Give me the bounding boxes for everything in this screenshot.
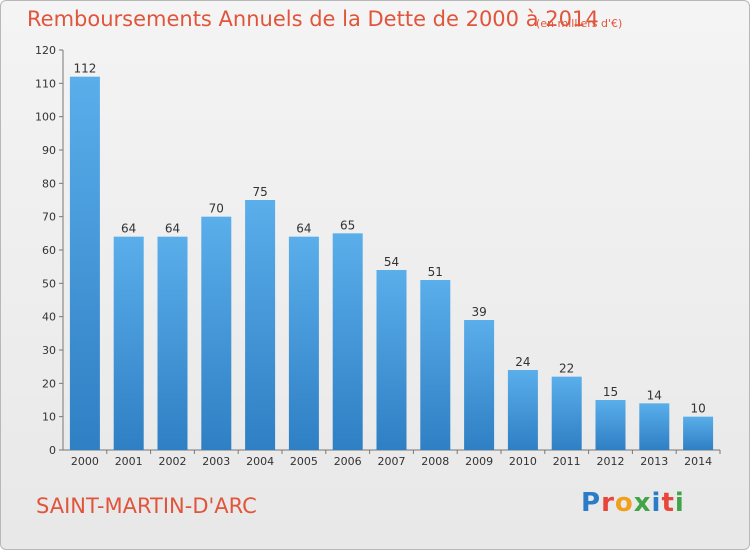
x-tick-label: 2014 xyxy=(684,455,712,468)
bar xyxy=(683,416,714,450)
x-tick-label: 2011 xyxy=(553,455,581,468)
x-tick-label: 2012 xyxy=(597,455,625,468)
bar xyxy=(551,376,582,450)
bar xyxy=(420,280,451,450)
x-tick-label: 2010 xyxy=(509,455,537,468)
y-tick-label: 70 xyxy=(42,211,56,224)
bar xyxy=(464,320,495,450)
bar xyxy=(595,400,626,450)
commune-name: SAINT-MARTIN-D'ARC xyxy=(36,494,257,518)
y-tick-label: 10 xyxy=(42,411,56,424)
bar xyxy=(639,403,670,450)
x-tick-label: 2005 xyxy=(290,455,318,468)
bar xyxy=(507,370,538,450)
bar xyxy=(157,236,188,450)
x-tick-label: 2008 xyxy=(421,455,449,468)
x-tick-label: 2000 xyxy=(71,455,99,468)
y-tick-label: 100 xyxy=(35,111,56,124)
x-tick-label: 2002 xyxy=(159,455,187,468)
chart-unit: (en milliers d'€) xyxy=(536,17,623,30)
bar-value-label: 51 xyxy=(428,265,443,279)
y-tick-label: 40 xyxy=(42,311,56,324)
x-tick-label: 2001 xyxy=(115,455,143,468)
y-tick-label: 20 xyxy=(42,377,56,390)
logo-letter: o xyxy=(614,488,634,518)
logo-letter: i xyxy=(651,488,662,518)
bar-value-label: 39 xyxy=(471,305,486,319)
bar-value-label: 22 xyxy=(559,362,574,376)
y-tick-label: 80 xyxy=(42,177,56,190)
bar-value-label: 112 xyxy=(73,62,96,76)
y-tick-label: 60 xyxy=(42,244,56,257)
bar xyxy=(332,233,363,450)
y-tick-label: 0 xyxy=(49,444,56,457)
bar-value-label: 24 xyxy=(515,355,530,369)
bar-value-label: 54 xyxy=(384,255,399,269)
proxiti-logo: Proxiti xyxy=(581,488,685,518)
bar xyxy=(113,236,144,450)
bar xyxy=(376,270,407,450)
bar-value-label: 65 xyxy=(340,218,355,232)
chart-title: Remboursements Annuels de la Dette de 20… xyxy=(27,7,599,31)
x-tick-label: 2013 xyxy=(640,455,668,468)
bar xyxy=(245,200,276,450)
y-tick-label: 30 xyxy=(42,344,56,357)
bar-value-label: 70 xyxy=(209,202,224,216)
x-tick-label: 2007 xyxy=(378,455,406,468)
logo-letter: i xyxy=(674,488,685,518)
y-tick-label: 120 xyxy=(35,44,56,57)
y-tick-label: 50 xyxy=(42,277,56,290)
x-tick-label: 2006 xyxy=(334,455,362,468)
logo-letter: t xyxy=(661,488,675,518)
bar-value-label: 64 xyxy=(121,222,136,236)
bar xyxy=(69,76,100,451)
bar-value-label: 64 xyxy=(296,222,311,236)
x-tick-label: 2003 xyxy=(202,455,230,468)
logo-letter: P xyxy=(581,488,602,518)
bar-value-label: 10 xyxy=(690,402,705,416)
y-tick-label: 90 xyxy=(42,144,56,157)
bar-value-label: 15 xyxy=(603,385,618,399)
bar xyxy=(288,236,319,450)
logo-letter: r xyxy=(601,488,615,518)
bar-value-label: 64 xyxy=(165,222,180,236)
x-tick-label: 2009 xyxy=(465,455,493,468)
bar-value-label: 14 xyxy=(647,388,662,402)
x-tick-label: 2004 xyxy=(246,455,274,468)
bar-value-label: 75 xyxy=(252,185,267,199)
y-tick-label: 110 xyxy=(35,77,56,90)
bar xyxy=(201,216,232,450)
logo-letter: x xyxy=(633,488,652,518)
